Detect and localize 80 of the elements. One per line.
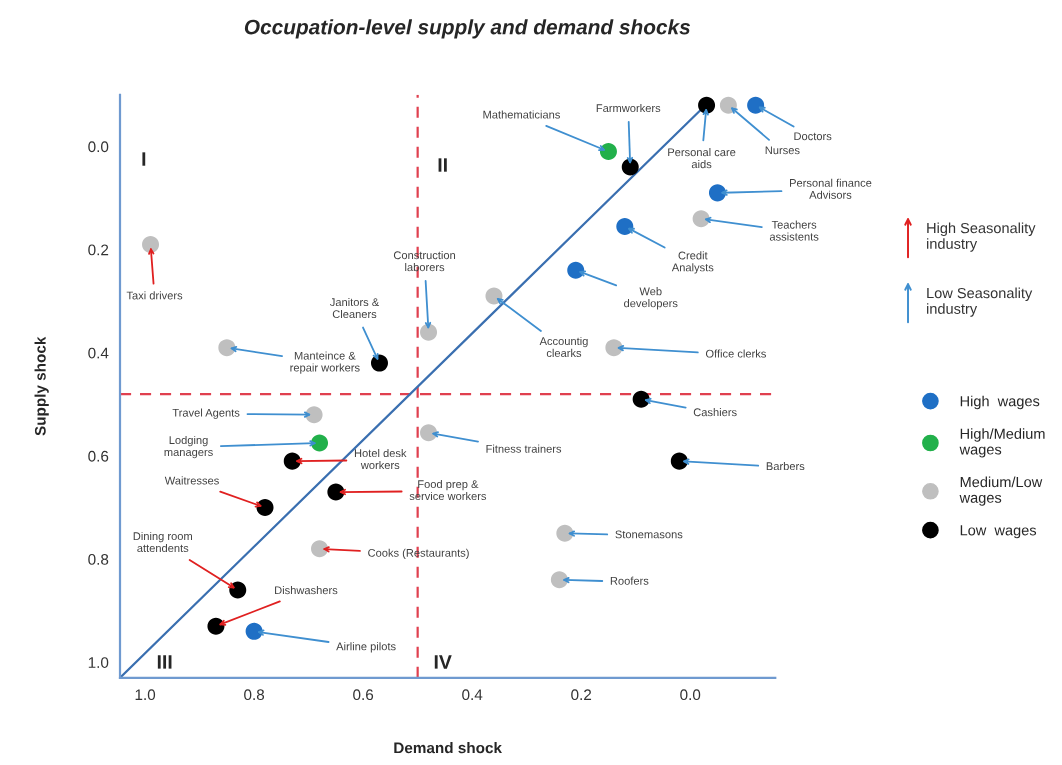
legend-label: Medium/Low wages <box>959 476 1043 506</box>
point <box>692 210 710 228</box>
point <box>599 143 617 161</box>
point <box>567 261 585 279</box>
x-axis-title: Demand shock <box>394 742 502 754</box>
point <box>311 434 329 452</box>
point <box>621 158 639 176</box>
annotation: Web developers <box>624 287 678 310</box>
annotation: Taxi drivers <box>126 291 183 300</box>
x-tick-label: 0.4 <box>462 689 483 701</box>
point <box>556 524 574 542</box>
annotation: Doctors <box>794 132 832 141</box>
point <box>142 235 160 253</box>
annotation: Dishwashers <box>275 586 338 595</box>
point <box>218 339 236 357</box>
annotation: Roofers <box>610 576 649 585</box>
point <box>229 581 247 599</box>
point <box>670 452 688 470</box>
y-tick-label: 1.0 <box>88 657 109 668</box>
point <box>719 96 737 114</box>
annotation: Manteince & repair workers <box>290 351 360 374</box>
point <box>550 571 568 589</box>
annotation: Cashiers <box>693 408 737 417</box>
annotation: I <box>142 152 146 166</box>
annotation: III <box>157 655 172 669</box>
annotation: Teachers assistents <box>769 220 819 241</box>
y-tick-label: 0.4 <box>88 347 109 359</box>
annotation: Airline pilots <box>336 642 396 653</box>
y-tick-label: 0.2 <box>88 244 109 256</box>
point <box>708 184 726 202</box>
x-tick-label: 0.8 <box>244 689 265 701</box>
annotation: Barbers <box>766 461 805 471</box>
point <box>616 217 634 235</box>
y-tick-label: 0.8 <box>88 554 109 565</box>
y-tick-label: 0.0 <box>88 141 109 153</box>
x-tick-label: 0.2 <box>571 689 592 701</box>
x-tick-label: 1.0 <box>135 689 156 701</box>
legend-label: High/Medium wages <box>959 428 1045 458</box>
point <box>370 354 388 372</box>
point <box>311 540 329 558</box>
annotation: Waitresses <box>164 476 219 485</box>
annotation: Stonemasons <box>615 530 683 539</box>
point <box>747 96 765 114</box>
annotation: Personal finance Advisors <box>790 178 872 199</box>
annotation: Fitness trainers <box>486 444 562 453</box>
annotation: Dining room attendents <box>133 531 192 553</box>
point <box>283 452 301 470</box>
y-axis-title: Supply shock <box>34 336 49 436</box>
annotation: Mathematicians <box>483 110 560 119</box>
point <box>632 390 650 408</box>
annotation: Accountig clearks <box>539 336 588 358</box>
text: High Seasonality industry <box>927 222 1036 252</box>
point <box>420 424 438 442</box>
point <box>698 96 716 114</box>
legend-label: Low wages <box>960 525 1037 539</box>
chart-title: Occupation-level supply and demand shocks <box>244 19 691 39</box>
annotation: Nurses <box>765 146 800 155</box>
point <box>327 483 345 501</box>
annotation: Travel Agents <box>172 408 240 419</box>
point <box>420 323 438 341</box>
annotation: Janitors & Cleaners <box>329 297 380 319</box>
legend-label: High wages <box>960 395 1040 410</box>
point <box>305 406 323 424</box>
annotation: II <box>438 158 447 172</box>
text: Low Seasonality industry <box>927 287 1033 317</box>
annotation: Lodging managers <box>164 435 213 459</box>
annotation: Personal care aids <box>668 148 736 169</box>
point <box>245 622 263 640</box>
y-tick-label: 0.6 <box>88 450 109 462</box>
annotation: Office clerks <box>705 349 766 358</box>
point <box>207 617 225 635</box>
point <box>605 339 623 357</box>
x-tick-label: 0.6 <box>353 689 374 701</box>
annotation: Farmworkers <box>596 103 661 113</box>
annotation: Food prep & service workers <box>409 479 487 501</box>
x-tick-label: 0.0 <box>680 689 701 701</box>
point <box>256 499 274 517</box>
annotation: Hotel desk workers <box>354 448 407 470</box>
annotation: IV <box>434 655 452 669</box>
annotation: Credit Analysts <box>671 251 714 274</box>
